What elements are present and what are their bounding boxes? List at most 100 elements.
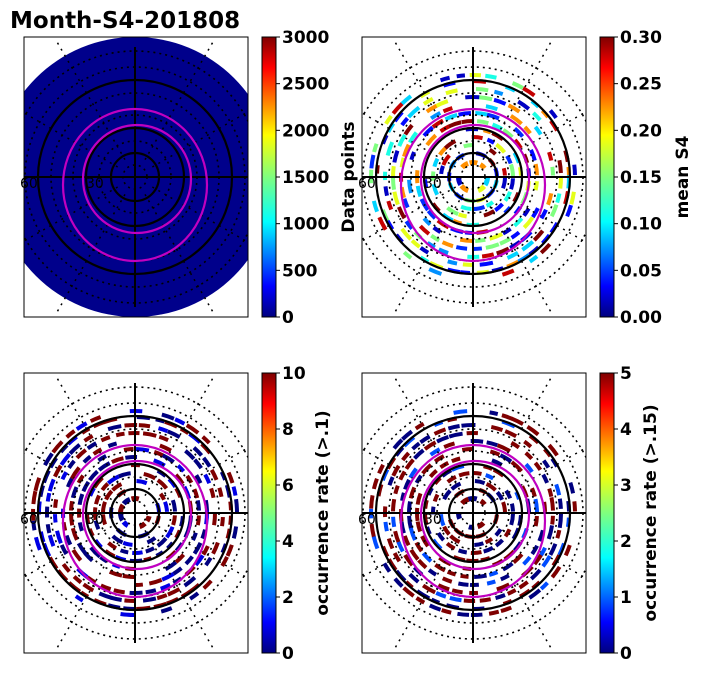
- heatmap-cell: [71, 548, 83, 562]
- heatmap-cell: [539, 208, 548, 220]
- heatmap-cell: [163, 501, 169, 512]
- heatmap-cell: [391, 516, 397, 528]
- heatmap-cell: [217, 487, 224, 498]
- heatmap-cell: [505, 154, 513, 165]
- heatmap-cell: [402, 250, 413, 260]
- heatmap-cell: [532, 229, 545, 242]
- figure-title: Month-S4-201808: [10, 8, 240, 34]
- heatmap-cell: [161, 572, 175, 582]
- heatmap-cell: [557, 498, 563, 509]
- grid-spoke-dotted: [144, 38, 216, 161]
- grid-spoke-dotted: [24, 448, 119, 504]
- heatmap-cell: [107, 424, 122, 432]
- heatmap-cell: [392, 438, 404, 450]
- heatmap-cell: [209, 468, 219, 481]
- grid-spoke-dotted: [144, 193, 216, 316]
- heatmap-cell: [501, 177, 507, 190]
- heatmap-cell: [496, 443, 511, 453]
- heatmap-cell: [201, 545, 210, 556]
- heatmap-cell: [533, 515, 539, 527]
- heatmap-cell: [82, 582, 95, 593]
- heatmap-cell: [156, 593, 168, 601]
- heatmap-cell: [146, 536, 157, 545]
- heatmap-cell: [500, 605, 513, 614]
- heatmap-cell: [408, 527, 417, 541]
- heatmap-cell: [122, 573, 135, 579]
- heatmap-cell: [539, 546, 547, 557]
- heatmap-cell: [45, 524, 52, 534]
- heatmap-cell: [172, 576, 183, 585]
- heatmap-cell: [113, 588, 125, 595]
- heatmap-cell: [438, 146, 447, 156]
- heatmap-cell: [414, 421, 425, 431]
- heatmap-cell: [483, 177, 490, 187]
- heatmap-cell: [194, 474, 203, 484]
- heatmap-cell: [391, 498, 397, 512]
- heatmap-cell: [192, 488, 200, 499]
- colorbar-tick-label: 0.00: [620, 308, 662, 328]
- heatmap-cell: [542, 459, 551, 469]
- heatmap-cell: [59, 544, 69, 556]
- colorbar-tick-label: 0.25: [620, 75, 662, 95]
- heatmap-cell: [523, 439, 533, 449]
- heatmap-cell: [499, 236, 512, 246]
- colorbar-tick-label: 3: [620, 476, 632, 496]
- colorbar-tick-label: 2: [282, 588, 294, 608]
- heatmap-cell: [550, 166, 555, 176]
- heatmap-cell: [456, 177, 463, 186]
- heatmap-cell: [486, 579, 496, 586]
- heatmap-cell: [459, 237, 473, 243]
- colorbar-tick-label: 2500: [282, 75, 329, 95]
- heatmap-cell: [65, 429, 76, 439]
- heatmap-cell: [447, 120, 462, 129]
- heatmap-cell: [111, 534, 124, 545]
- heatmap-cell: [522, 86, 536, 98]
- heatmap-cell: [166, 429, 181, 439]
- heatmap-cell: [408, 131, 418, 144]
- grid-spoke-dotted: [24, 522, 119, 578]
- colorbar-tick-label: 10: [282, 364, 306, 384]
- heatmap-cell: [422, 216, 432, 227]
- colorbar-tick-label: 2: [620, 532, 632, 552]
- colorbar-tick-label: 8: [282, 420, 294, 440]
- colorbar-label: Data points: [339, 121, 359, 232]
- heatmap-cell: [419, 246, 430, 255]
- colorbar-tick-label: 2000: [282, 121, 329, 141]
- colorbar-tick-label: 0.15: [620, 168, 662, 188]
- heatmap-cell: [106, 474, 120, 485]
- colorbar-label: mean S4: [673, 135, 693, 218]
- heatmap-cell: [392, 191, 400, 206]
- grid-spoke-dotted: [24, 186, 119, 242]
- grid-spoke-dotted: [362, 186, 457, 242]
- heatmap-cell: [460, 496, 470, 506]
- axes-frame: [361, 372, 587, 654]
- heatmap-cell: [156, 478, 169, 490]
- heatmap-cell: [501, 167, 507, 176]
- heatmap-cell: [68, 443, 81, 455]
- heatmap-cell: [89, 415, 102, 423]
- colorbar-tick-label: 0.10: [620, 215, 662, 235]
- heatmap-cell: [160, 606, 173, 614]
- heatmap-cell: [446, 569, 457, 577]
- heatmap-cell: [443, 139, 457, 150]
- heatmap-cell: [393, 530, 401, 545]
- heatmap-cell: [170, 499, 177, 512]
- heatmap-cell: [392, 150, 400, 163]
- heatmap-cell: [529, 568, 542, 581]
- heatmap-cell: [43, 452, 54, 467]
- grid-spoke-dotted: [482, 38, 554, 161]
- heatmap-cell: [77, 522, 84, 532]
- heatmap-cell: [70, 486, 79, 499]
- heatmap-cell: [460, 204, 472, 211]
- heatmap-cell: [460, 161, 469, 170]
- heatmap-cell: [450, 481, 462, 491]
- heatmap-cell: [101, 514, 107, 526]
- heatmap-cell: [194, 554, 205, 567]
- heatmap-cell: [495, 142, 507, 154]
- contour-line: [81, 459, 193, 571]
- grid-spoke-dotted: [144, 374, 216, 497]
- heatmap-cell: [100, 482, 110, 492]
- heatmap-cell: [446, 475, 457, 484]
- heatmap-cell: [459, 184, 469, 194]
- heatmap-cell: [546, 525, 555, 540]
